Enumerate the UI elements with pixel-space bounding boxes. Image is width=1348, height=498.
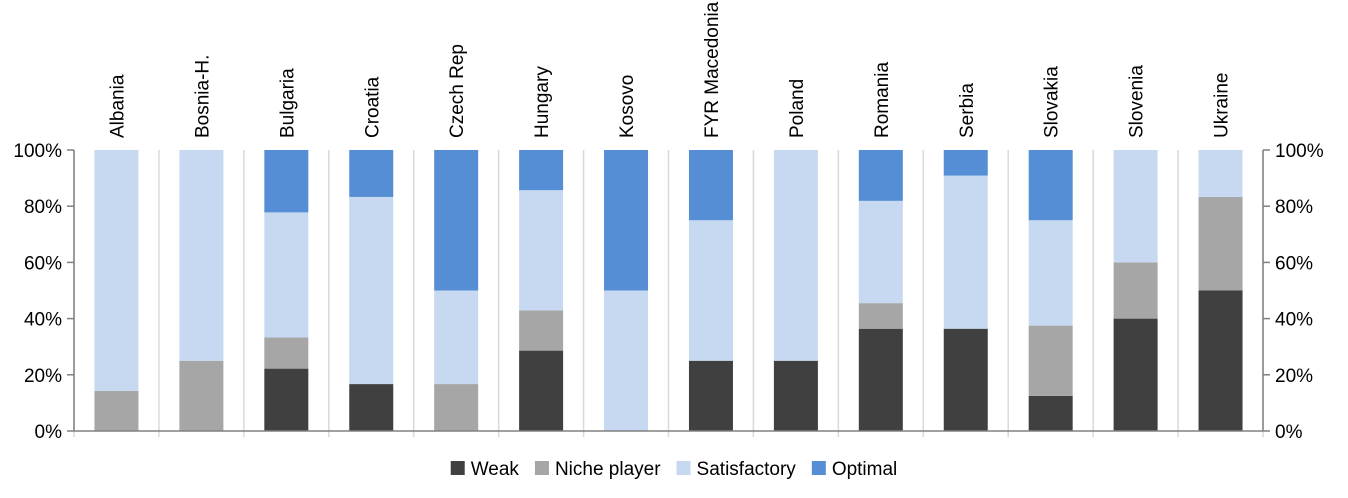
legend-item-optimal: Optimal xyxy=(811,459,897,480)
bar-series xyxy=(94,150,1243,432)
bar-niche-player-bosnia-h xyxy=(179,360,224,431)
bar-weak-hungary xyxy=(519,350,564,431)
bar-optimal-fyr-macedonia xyxy=(688,150,733,221)
category-separators xyxy=(73,150,1264,437)
y-tick-label-right: 0% xyxy=(1275,422,1303,443)
y-tick-label-left: 0% xyxy=(35,422,63,443)
y-tick-label-left: 80% xyxy=(24,197,62,218)
y-tick-label-left: 40% xyxy=(24,310,62,331)
category-label-hungary: Hungary xyxy=(532,66,553,138)
bar-satisfactory-serbia xyxy=(943,175,988,329)
bar-weak-poland xyxy=(773,360,818,431)
legend-item-weak: Weak xyxy=(450,459,520,480)
y-tick-label-left: 100% xyxy=(13,141,62,162)
category-label-kosovo: Kosovo xyxy=(617,75,638,138)
category-label-albania: Albania xyxy=(107,74,128,138)
axes xyxy=(73,150,1264,432)
category-label-ukraine: Ukraine xyxy=(1212,73,1233,138)
bar-satisfactory-slovenia xyxy=(1113,150,1158,263)
bar-satisfactory-croatia xyxy=(349,196,394,385)
y-tick-label-right: 60% xyxy=(1275,253,1313,274)
y-tick-label-right: 80% xyxy=(1275,197,1313,218)
bar-optimal-romania xyxy=(858,150,903,201)
category-label-fyr-macedonia: FYR Macedonia xyxy=(702,1,723,138)
bar-satisfactory-slovakia xyxy=(1028,220,1073,326)
bar-satisfactory-bosnia-h xyxy=(179,150,224,361)
bar-weak-croatia xyxy=(349,384,394,431)
bar-niche-player-hungary xyxy=(519,310,564,351)
category-label-poland: Poland xyxy=(787,79,808,138)
bar-weak-romania xyxy=(858,328,903,431)
category-label-bosnia-h: Bosnia-H. xyxy=(192,55,213,138)
bar-weak-ukraine xyxy=(1198,290,1243,431)
category-labels: Albania Bosnia-H. Bulgaria Croatia Czech Rep… xyxy=(107,1,1232,138)
legend-swatch-weak xyxy=(450,461,465,475)
bar-niche-player-romania xyxy=(858,303,903,329)
legend-swatch-optimal xyxy=(811,461,826,475)
bar-weak-slovakia xyxy=(1028,395,1073,432)
bar-satisfactory-bulgaria xyxy=(264,212,309,338)
bar-satisfactory-albania xyxy=(94,150,139,391)
bar-optimal-slovakia xyxy=(1028,150,1073,221)
legend: Weak Niche player Satisfactory Optimal xyxy=(450,459,897,480)
bar-satisfactory-poland xyxy=(773,150,818,361)
bar-optimal-kosovo xyxy=(604,150,649,291)
category-label-romania: Romania xyxy=(872,62,893,138)
bar-optimal-croatia xyxy=(349,150,394,197)
bar-weak-bulgaria xyxy=(264,368,309,431)
category-label-serbia: Serbia xyxy=(957,83,978,138)
bar-niche-player-slovenia xyxy=(1113,262,1158,319)
legend-label-weak: Weak xyxy=(471,459,520,480)
y-tick-label-left: 60% xyxy=(24,253,62,274)
bar-satisfactory-fyr-macedonia xyxy=(688,220,733,361)
legend-label-optimal: Optimal xyxy=(832,459,897,480)
y-axis-left-ticks: 0% 20% 40% 60% 80% 100% xyxy=(13,141,74,443)
legend-label-niche-player: Niche player xyxy=(555,459,661,480)
bar-weak-fyr-macedonia xyxy=(688,360,733,431)
legend-swatch-satisfactory xyxy=(676,461,691,475)
bar-optimal-bulgaria xyxy=(264,150,309,213)
bar-optimal-serbia xyxy=(943,150,988,176)
bar-satisfactory-ukraine xyxy=(1198,150,1243,197)
category-label-slovakia: Slovakia xyxy=(1042,66,1063,138)
legend-swatch-niche-player xyxy=(534,461,549,475)
y-tick-label-left: 20% xyxy=(24,366,62,387)
bar-weak-serbia xyxy=(943,328,988,431)
bar-satisfactory-hungary xyxy=(519,190,564,311)
bar-satisfactory-czech-rep xyxy=(434,290,479,385)
y-axis-right-ticks: 0% 20% 40% 60% 80% 100% xyxy=(1263,141,1324,443)
bar-niche-player-albania xyxy=(94,390,139,431)
bar-niche-player-czech-rep xyxy=(434,384,479,431)
legend-item-satisfactory: Satisfactory xyxy=(676,459,797,480)
bar-niche-player-slovakia xyxy=(1028,325,1073,396)
y-tick-label-right: 20% xyxy=(1275,366,1313,387)
bar-weak-slovenia xyxy=(1113,318,1158,431)
bar-satisfactory-kosovo xyxy=(604,290,649,431)
category-label-croatia: Croatia xyxy=(362,76,383,138)
category-label-bulgaria: Bulgaria xyxy=(277,68,298,138)
y-tick-label-right: 40% xyxy=(1275,310,1313,331)
bar-satisfactory-romania xyxy=(858,200,903,304)
bar-optimal-czech-rep xyxy=(434,150,479,291)
bar-niche-player-bulgaria xyxy=(264,337,309,369)
category-label-czech-rep: Czech Rep xyxy=(447,44,468,138)
legend-label-satisfactory: Satisfactory xyxy=(697,459,797,480)
legend-item-niche-player: Niche player xyxy=(534,459,661,480)
bar-niche-player-ukraine xyxy=(1198,196,1243,291)
y-tick-label-right: 100% xyxy=(1275,141,1324,162)
bar-optimal-hungary xyxy=(519,150,564,191)
category-label-slovenia: Slovenia xyxy=(1127,65,1148,138)
